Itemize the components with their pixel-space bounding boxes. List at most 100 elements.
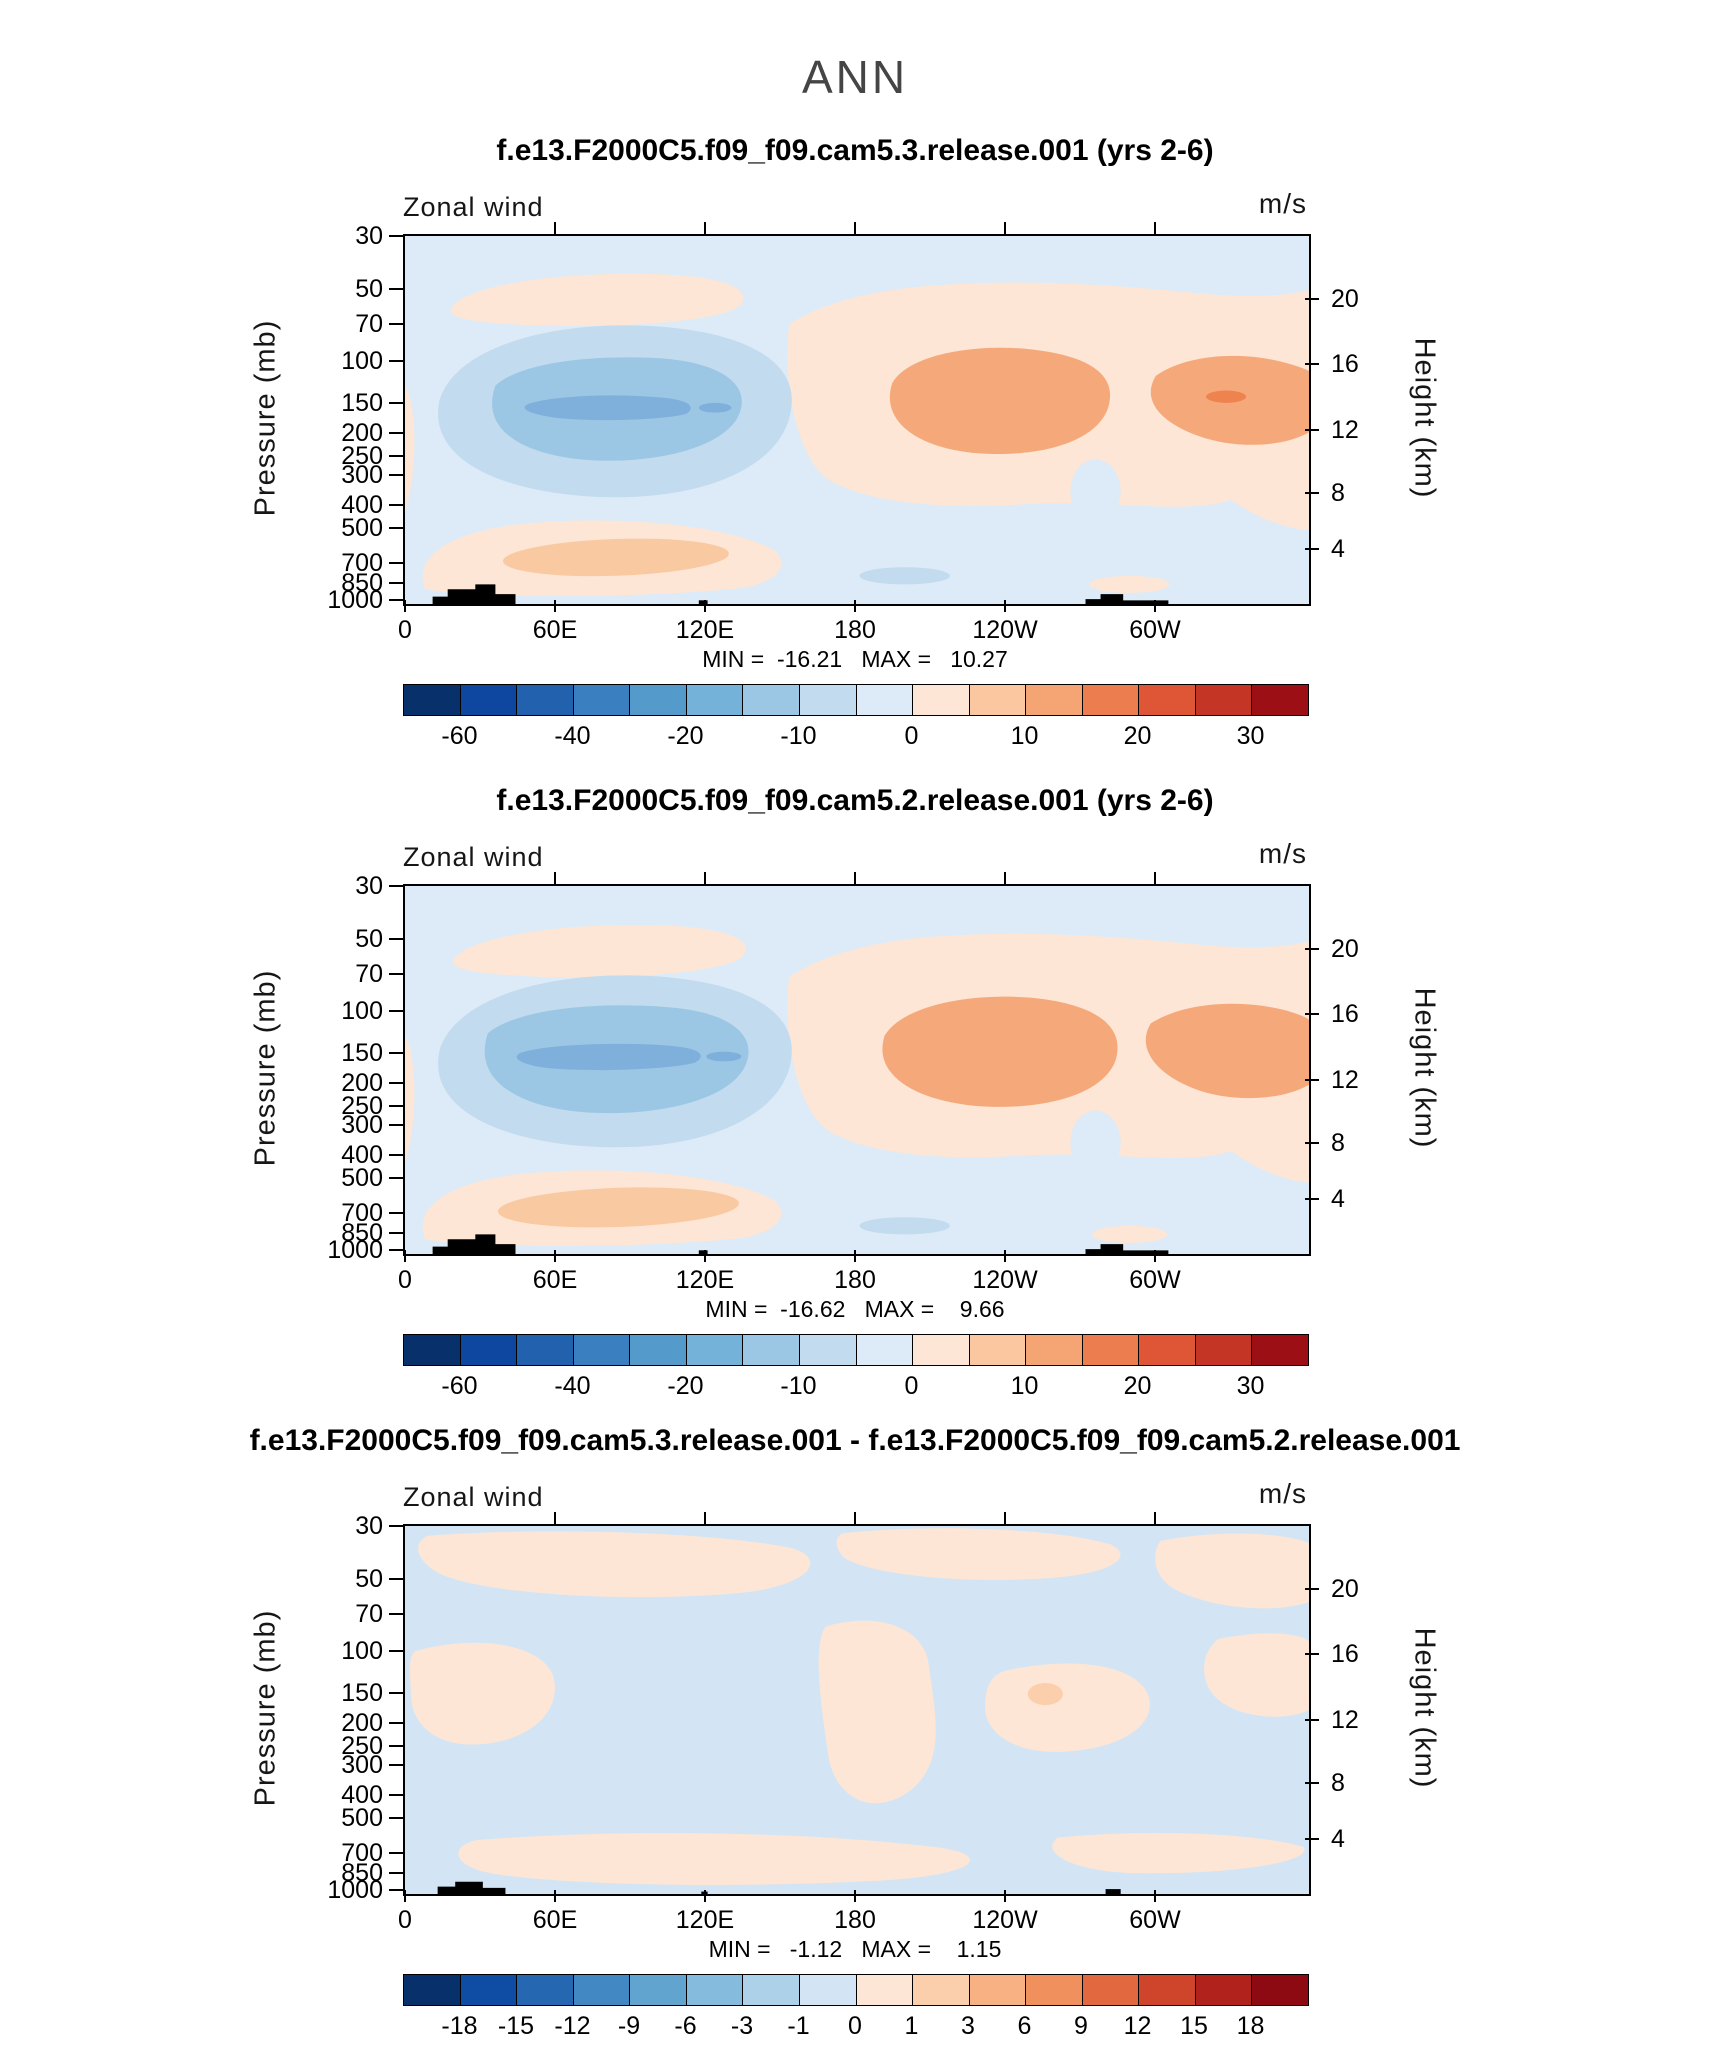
longitude-tick-label: 60W — [1129, 1906, 1181, 1934]
longitude-tick-label: 120E — [675, 1266, 735, 1294]
colorbar-segment — [573, 1335, 631, 1365]
pressure-tick — [389, 1525, 403, 1527]
minmax-label: MIN = -1.12 MAX = 1.15 — [708, 1936, 1002, 1962]
colorbar-segment — [1082, 685, 1140, 715]
pressure-tick-label: 150 — [341, 389, 383, 418]
colorbar-segment — [630, 1975, 687, 2005]
longitude-tick-top — [1153, 872, 1156, 884]
pressure-tick — [389, 1052, 403, 1055]
colorbar-tick-label: 3 — [961, 2012, 975, 2040]
pressure-tick — [389, 1889, 403, 1891]
colorbar-segment — [517, 1335, 574, 1365]
height-tick-label: 20 — [1331, 1574, 1359, 1603]
pressure-tick-label: 700 — [341, 1838, 383, 1867]
colorbar-tick-label: -20 — [667, 1372, 704, 1400]
colorbar-tick-label: -40 — [554, 1372, 591, 1400]
longitude-tick — [854, 1890, 856, 1902]
longitude-tick-top — [703, 222, 706, 234]
colorbar-segment — [1195, 1335, 1253, 1365]
pressure-tick — [389, 1105, 403, 1108]
longitude-tick-top — [703, 872, 706, 884]
colorbar-segment — [460, 685, 518, 715]
longitude-tick — [404, 1890, 406, 1902]
height-tick — [1305, 1141, 1319, 1144]
colorbar-segment — [517, 1975, 574, 2005]
contour-plot: 30 50 70 100 150 200 250 300 400 500 700 850 1000 20 1… — [327, 222, 1359, 644]
colorbar-tick-label: -20 — [667, 722, 704, 750]
pressure-tick — [389, 1578, 403, 1581]
height-tick — [1305, 491, 1319, 494]
longitude-tick — [1004, 1250, 1007, 1262]
pressure-tick-label: 300 — [341, 461, 383, 490]
pressure-tick — [389, 359, 403, 362]
zonal-wind-difference-field — [405, 1526, 1309, 1894]
longitude-tick-label: 180 — [834, 1266, 876, 1294]
longitude-tick-label: 180 — [834, 1906, 876, 1934]
longitude-tick — [854, 600, 856, 612]
longitude-tick-label: 60W — [1129, 1266, 1181, 1294]
pressure-tick — [389, 972, 403, 975]
colorbar-segment — [1252, 685, 1308, 715]
minmax-label: MIN = -16.21 MAX = 10.27 — [702, 646, 1008, 672]
pressure-tick-label: 400 — [341, 490, 383, 519]
pressure-tick-label: 250 — [341, 1732, 383, 1761]
longitude-tick-top — [554, 222, 557, 234]
colorbar — [403, 684, 1309, 716]
pressure-tick-label: 250 — [341, 1092, 383, 1121]
longitude-tick-label: 60E — [532, 1906, 578, 1934]
height-tick — [1305, 1653, 1319, 1656]
pressure-tick-label: 500 — [341, 1804, 383, 1833]
longitude-tick — [854, 1250, 856, 1262]
pressure-tick — [389, 1692, 403, 1695]
colorbar-tick-label: 1 — [904, 2012, 919, 2040]
height-tick-label: 20 — [1331, 934, 1359, 963]
pressure-tick — [389, 1124, 403, 1127]
units-label: m/s — [1258, 188, 1307, 219]
colorbar-segment — [1139, 1975, 1196, 2005]
field-label: Zonal wind — [403, 1482, 544, 1512]
colorbar-segment — [1139, 685, 1196, 715]
colorbar-tick-label: 10 — [1010, 1372, 1039, 1400]
panel-cam53: f.e13.F2000C5.f09_f09.cam5.3.release.001… — [0, 134, 1710, 764]
longitude-tick-top — [854, 1512, 856, 1524]
y-axis-left-title: Pressure (mb) — [249, 319, 282, 517]
colorbar-tick-label: 18 — [1236, 2012, 1265, 2040]
longitude-tick-top — [854, 872, 856, 884]
pressure-tick — [389, 455, 403, 458]
pressure-tick — [389, 1872, 403, 1875]
colorbar-tick-label: -9 — [617, 2012, 641, 2040]
pressure-tick — [389, 1851, 403, 1854]
colorbar-tick-label: -1 — [787, 2012, 810, 2040]
longitude-tick-label: 60E — [532, 1266, 578, 1294]
height-tick-label: 12 — [1331, 1706, 1359, 1734]
field-label: Zonal wind — [403, 192, 544, 222]
pressure-tick-label: 70 — [355, 1599, 383, 1628]
minmax-label: MIN = -16.62 MAX = 9.66 — [705, 1296, 1005, 1322]
colorbar-segment — [630, 1335, 687, 1365]
pressure-tick — [389, 1177, 403, 1180]
height-tick — [1305, 1719, 1319, 1721]
colorbar-segment — [1082, 1975, 1140, 2005]
pressure-tick — [389, 1612, 403, 1615]
pressure-tick-label: 200 — [341, 1068, 383, 1097]
longitude-tick-label: 120W — [972, 616, 1038, 644]
longitude-tick — [404, 1250, 406, 1262]
colorbar-tick-label: -15 — [497, 2012, 535, 2040]
colorbar-tick-label: -10 — [780, 1372, 817, 1400]
pressure-tick — [389, 885, 403, 887]
longitude-tick-label: 120E — [675, 1906, 735, 1934]
height-tick — [1305, 1838, 1319, 1841]
colorbar-segment — [856, 685, 914, 715]
colorbar-segment — [1252, 1335, 1308, 1365]
colorbar-segment — [1195, 685, 1253, 715]
colorbar-segment — [1139, 1335, 1196, 1365]
pressure-tick — [389, 582, 403, 585]
pressure-tick-label: 70 — [355, 959, 383, 988]
pressure-tick — [389, 1817, 403, 1820]
pressure-tick-label: 30 — [355, 872, 383, 900]
colorbar-segment — [913, 1335, 970, 1365]
colorbar-segment — [1026, 1335, 1083, 1365]
height-tick — [1305, 947, 1319, 950]
pressure-tick — [389, 1232, 403, 1235]
colorbar-segment — [1026, 1975, 1083, 2005]
